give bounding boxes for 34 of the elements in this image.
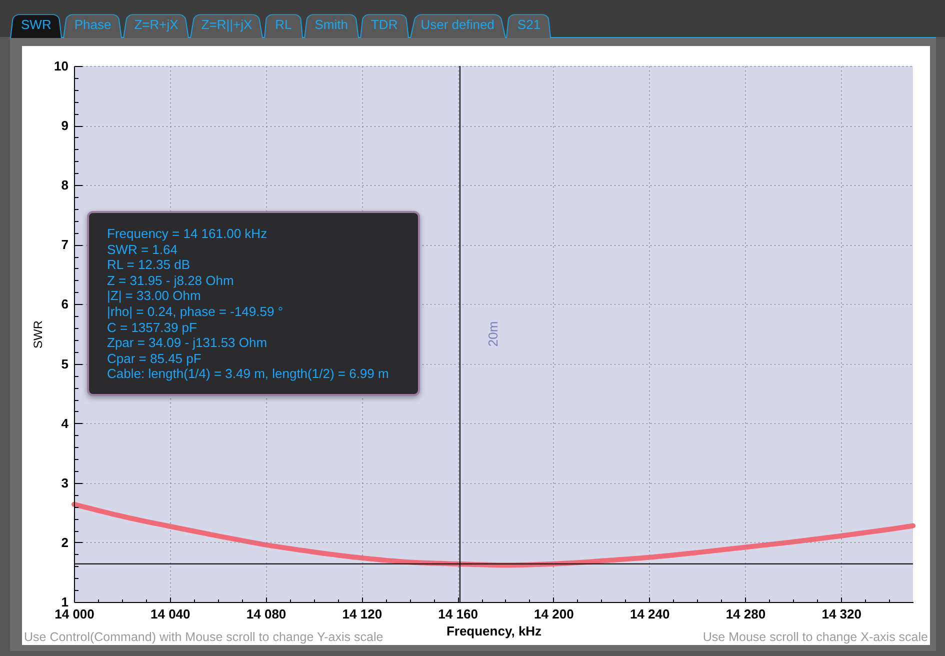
- x-tick-label: 14 200: [534, 606, 574, 622]
- y-tick-label: 7: [61, 237, 68, 252]
- tab: SWR: [10, 11, 62, 38]
- x-tick-label: 14 120: [342, 606, 382, 622]
- x-tick-label: 14 320: [822, 606, 862, 622]
- tab: Smith: [304, 11, 359, 38]
- text: Use Mouse scroll to change X-axis scale: [702, 630, 928, 644]
- text: Use Control(Command) with Mouse scroll to change Y-axis scale: [24, 630, 384, 644]
- y-tick-label: 6: [61, 296, 68, 312]
- band-label: 20m: [486, 321, 500, 347]
- y-tick-label: 4: [61, 416, 70, 431]
- tab: Z=R||+jX: [190, 11, 264, 38]
- tab: User defined: [410, 11, 506, 38]
- tab: Phase: [63, 11, 122, 38]
- y-axis-title: SWR: [31, 320, 46, 348]
- x-tick-label: 14 080: [246, 606, 286, 622]
- y-tick-label: 10: [54, 58, 68, 74]
- x-axis-title: Frequency, kHz: [446, 624, 542, 638]
- tooltip-panel: Frequency = 14 161.00 kHz SWR = 1.64 RL = 12.35 dB Z = 31.95 - j8.28 Ohm |Z| = 33.00 Ohm |rho| = 0.24, phase = -149.59 ° C = 1357.39 pF Zpar = 34.09 - j131.53 Ohm Cpar = 85.45 pF Cable: length(1/4) = 3.49 m, length(1/2) = 6.99 m: [87, 211, 420, 396]
- tab: S21: [506, 11, 552, 38]
- x-tick-label: 14 240: [630, 606, 670, 622]
- y-tick-label: 8: [61, 178, 68, 193]
- tab: TDR: [360, 11, 409, 38]
- y-tick-label: 3: [61, 475, 68, 490]
- y-tick-label: 9: [61, 118, 68, 134]
- x-tick-label: 14 280: [726, 606, 766, 622]
- tab: RL: [264, 11, 303, 38]
- y-tick-label: 1: [61, 594, 68, 610]
- y-tick-label: 2: [61, 534, 68, 550]
- tab: Z=R+jX: [123, 11, 190, 38]
- x-tick-label: 14 160: [438, 606, 478, 622]
- x-tick-label: 14 040: [150, 606, 190, 622]
- y-tick-label: 5: [61, 356, 68, 372]
- x-tick-label: 14 000: [54, 606, 94, 622]
